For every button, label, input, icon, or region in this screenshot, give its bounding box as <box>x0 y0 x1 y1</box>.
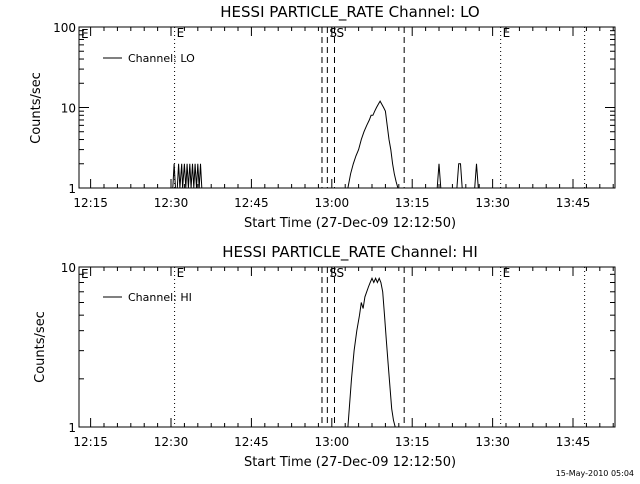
event-marker-label: S <box>329 26 337 40</box>
x-tick-label: 13:30 <box>475 435 510 449</box>
y-tick-label: 10 <box>61 102 76 116</box>
x-tick-label: 12:15 <box>73 435 108 449</box>
event-marker-label: E <box>503 266 511 280</box>
event-marker-label: E <box>503 26 511 40</box>
event-marker-label: E <box>177 26 185 40</box>
plot-frame <box>78 266 616 428</box>
legend-label: Channel: HI <box>128 291 192 304</box>
x-tick-label: 13:45 <box>556 196 591 210</box>
x-tick-label: 12:45 <box>234 435 269 449</box>
y-tick-label: 10 <box>61 261 76 275</box>
x-tick-label: 13:30 <box>475 196 510 210</box>
event-marker-label: S <box>336 26 344 40</box>
chart-title: HESSI PARTICLE_RATE Channel: LO <box>220 3 479 22</box>
y-axis-label: Counts/sec <box>29 72 44 144</box>
x-tick-label: 13:45 <box>556 435 591 449</box>
x-tick-label: 12:45 <box>234 196 269 210</box>
y-tick-label: 1 <box>68 421 76 435</box>
x-tick-label: 12:30 <box>154 435 189 449</box>
event-marker-label: S <box>336 266 344 280</box>
y-tick-label: 100 <box>53 21 76 35</box>
y-tick-label: 1 <box>68 182 76 196</box>
legend-label: Channel: LO <box>128 52 195 65</box>
series-line <box>172 100 479 189</box>
x-tick-label: 12:15 <box>73 196 108 210</box>
event-marker-label: E <box>81 267 89 281</box>
series-line <box>347 276 396 428</box>
x-axis-label: Start Time (27-Dec-09 12:12:50) <box>244 455 456 470</box>
x-tick-label: 13:15 <box>395 196 430 210</box>
event-marker-label: E <box>81 27 89 41</box>
panel-hi: HESSI PARTICLE_RATE Channel: HI Start Ti… <box>33 243 616 470</box>
x-tick-label: 13:00 <box>315 196 350 210</box>
x-tick-label: 13:00 <box>315 435 350 449</box>
x-tick-label: 12:30 <box>154 196 189 210</box>
chart-title: HESSI PARTICLE_RATE Channel: HI <box>222 243 478 262</box>
panel-lo: HESSI PARTICLE_RATE Channel: LO Start Ti… <box>29 3 616 231</box>
x-axis-label: Start Time (27-Dec-09 12:12:50) <box>244 216 456 231</box>
y-axis-label: Counts/sec <box>33 311 48 383</box>
footer-timestamp: 15-May-2010 05:04 <box>556 469 634 478</box>
event-marker-label: E <box>177 266 185 280</box>
x-tick-label: 13:15 <box>395 435 430 449</box>
event-marker-label: S <box>329 266 337 280</box>
